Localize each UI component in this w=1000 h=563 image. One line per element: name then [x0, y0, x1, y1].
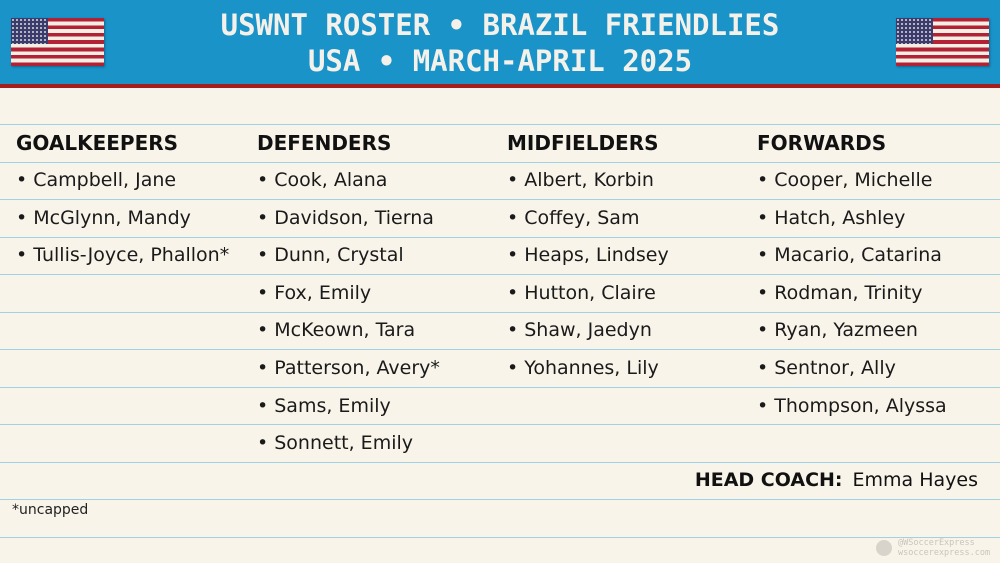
- head-coach-name: Emma Hayes: [852, 469, 978, 491]
- ruled-line: [0, 161, 1000, 163]
- ruled-line: [0, 386, 1000, 388]
- player-item: • Albert, Korbin: [507, 169, 654, 191]
- ruled-line: [0, 461, 1000, 463]
- head-coach: HEAD COACH: Emma Hayes: [695, 469, 978, 491]
- player-item: • Sentnor, Ally: [757, 357, 896, 379]
- player-item: • Tullis-Joyce, Phallon*: [16, 244, 230, 267]
- soccer-ball-icon: [876, 540, 892, 556]
- player-item: • Thompson, Alyssa: [757, 394, 947, 417]
- ruled-line: [0, 236, 1000, 238]
- player-item: • Cooper, Michelle: [757, 169, 933, 191]
- player-item: • Ryan, Yazmeen: [757, 319, 918, 342]
- ruled-line: [0, 499, 1000, 500]
- title-line-1: USWNT ROSTER • BRAZIL FRIENDLIES: [220, 8, 780, 42]
- ruled-line: [0, 424, 1000, 425]
- player-item: • Hatch, Ashley: [757, 206, 906, 229]
- ruled-line: [0, 124, 1000, 125]
- player-item: • Hutton, Claire: [507, 281, 656, 304]
- ruled-line: [0, 311, 1000, 313]
- player-item: • McGlynn, Mandy: [16, 206, 191, 229]
- player-item: • Sonnett, Emily: [257, 432, 413, 455]
- player-item: • Shaw, Jaedyn: [507, 319, 652, 342]
- player-item: • Macario, Catarina: [757, 244, 942, 267]
- player-item: • Dunn, Crystal: [257, 244, 404, 267]
- player-item: • Coffey, Sam: [507, 206, 640, 229]
- column-heading: GOALKEEPERS: [16, 131, 179, 155]
- column-heading: DEFENDERS: [257, 131, 392, 155]
- player-item: • Patterson, Avery*: [257, 357, 440, 379]
- player-item: • Sams, Emily: [257, 394, 391, 417]
- ruled-line: [0, 349, 1000, 350]
- footnote: *uncapped: [12, 502, 89, 518]
- player-item: • Yohannes, Lily: [507, 357, 659, 379]
- watermark: @WSoccerExpress wsoccerexpress.com: [876, 536, 990, 558]
- watermark-site: wsoccerexpress.com: [898, 548, 991, 558]
- us-flag-icon: [11, 18, 104, 66]
- ruled-line: [0, 199, 1000, 200]
- column-heading: MIDFIELDERS: [507, 131, 659, 155]
- player-item: • Heaps, Lindsey: [507, 244, 669, 267]
- title-line-2: USA • MARCH-APRIL 2025: [307, 44, 693, 78]
- ruled-line: [0, 536, 1000, 538]
- ruled-line: [0, 274, 1000, 275]
- player-item: • Cook, Alana: [257, 169, 388, 191]
- player-item: • Rodman, Trinity: [757, 281, 923, 304]
- player-item: • Campbell, Jane: [16, 169, 177, 191]
- watermark-handle: @WSoccerExpress: [898, 538, 975, 548]
- player-item: • Fox, Emily: [257, 281, 372, 304]
- us-flag-icon: [896, 18, 989, 66]
- column-heading: FORWARDS: [757, 131, 887, 155]
- player-item: • Davidson, Tierna: [257, 206, 434, 229]
- header-bar: USWNT ROSTER • BRAZIL FRIENDLIES USA • M…: [0, 0, 1000, 88]
- player-item: • McKeown, Tara: [257, 319, 416, 342]
- head-coach-label: HEAD COACH:: [694, 469, 843, 491]
